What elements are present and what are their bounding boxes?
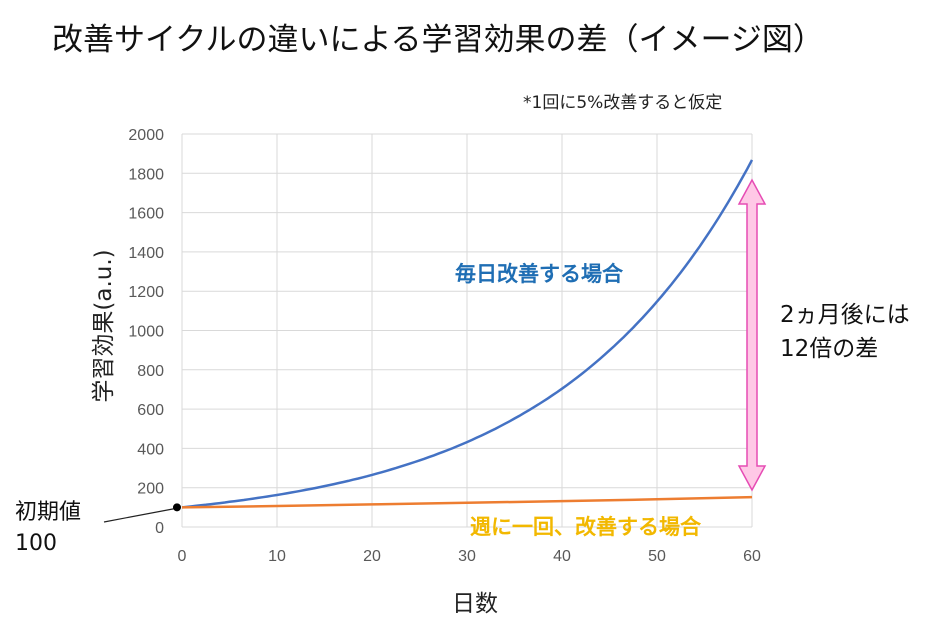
- series-line-0: [181, 159, 754, 509]
- y-axis-label: 学習効果(a.u.): [91, 249, 117, 403]
- y-tick-label-10: 2000: [128, 127, 164, 144]
- series-line-1: [181, 495, 753, 509]
- initial-value-annotation: 初期値 100: [15, 497, 81, 559]
- initial-value-line-2: 100: [15, 531, 57, 556]
- y-tick-label-3: 600: [137, 402, 164, 419]
- series-label-weekly: 週に一回、改善する場合: [470, 515, 701, 539]
- series-lines: [181, 159, 754, 509]
- x-tick-label-1: 10: [268, 548, 286, 565]
- y-tick-label-9: 1800: [128, 166, 164, 183]
- y-tick-label-2: 400: [137, 441, 164, 458]
- y-tick-label-6: 1200: [128, 284, 164, 301]
- y-tick-label-8: 1600: [128, 206, 164, 223]
- x-tick-label-4: 40: [553, 548, 571, 565]
- y-tick-label-1: 200: [137, 481, 164, 498]
- x-tick-label-3: 30: [458, 548, 476, 565]
- y-tick-label-4: 800: [137, 363, 164, 380]
- x-tick-labels: 0 10 20 30 40 50 60: [178, 548, 761, 565]
- x-tick-label-5: 50: [648, 548, 666, 565]
- gap-annotation-line-2: 12倍の差: [780, 336, 879, 362]
- initial-value-line-1: 初期値: [15, 500, 82, 525]
- gap-annotation-line-1: 2ヵ月後には: [780, 302, 910, 328]
- y-tick-label-5: 1000: [128, 324, 164, 341]
- assumption-note: *1回に5%改善すると仮定: [523, 93, 723, 113]
- series-label-daily: 毎日改善する場合: [455, 262, 623, 286]
- y-tick-label-0: 0: [155, 520, 164, 537]
- chart-title: 改善サイクルの違いによる学習効果の差（イメージ図）: [52, 22, 824, 58]
- y-tick-label-7: 1400: [128, 245, 164, 262]
- x-tick-label-0: 0: [178, 548, 187, 565]
- grid-lines: [181, 133, 753, 528]
- gap-annotation: 2ヵ月後には 12倍の差: [780, 298, 910, 366]
- gap-arrow: [737, 178, 767, 492]
- initial-value-pointer: [103, 503, 181, 523]
- x-tick-label-6: 60: [743, 548, 761, 565]
- y-tick-labels: 0 200 400 600 800 1000 1200 1400 1600 1800 2000: [128, 127, 164, 537]
- x-tick-label-2: 20: [363, 548, 381, 565]
- gap-arrow-shape: [737, 178, 767, 492]
- x-axis-label: 日数: [452, 591, 498, 617]
- initial-value-leader-line: [103, 507, 177, 523]
- initial-value-point: [173, 503, 181, 512]
